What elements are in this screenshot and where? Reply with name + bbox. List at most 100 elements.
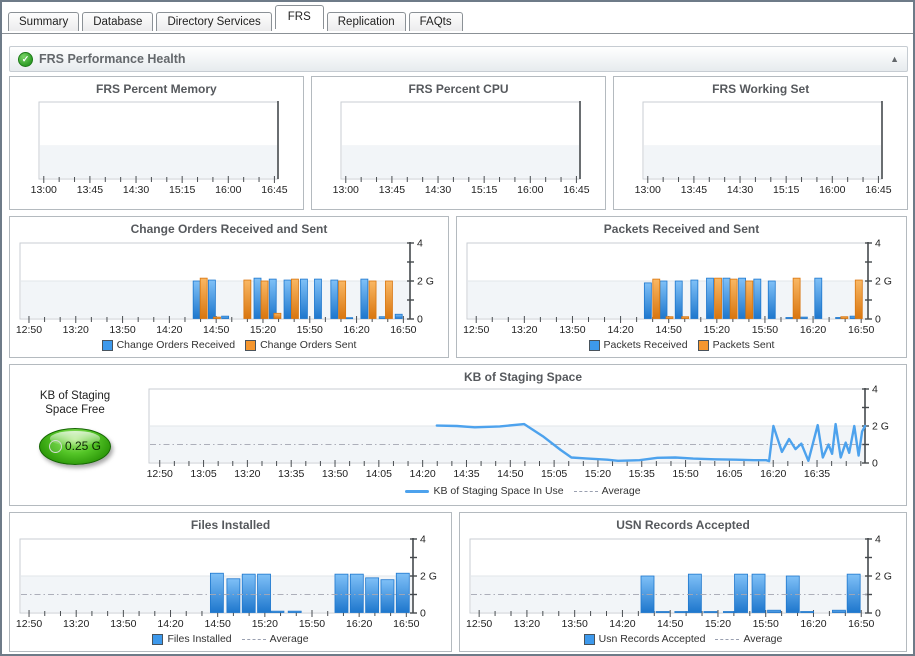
chart-packets[interactable]: 12:50 13:20 13:50 14:20 14:50 15:20 15:50 16:20…: [461, 237, 902, 337]
svg-text:16:20: 16:20: [760, 468, 786, 480]
panel-staging-space: KB of Staging Space Free 0.25 G KB of St…: [9, 364, 907, 506]
svg-text:15:20: 15:20: [585, 468, 611, 480]
chart-frs-working-set[interactable]: 13:00 13:45 14:30 15:15 16:00 16:45: [617, 97, 904, 203]
legend-swatch-box-icon: [245, 339, 257, 351]
legend-label: Usn Records Accepted: [598, 633, 706, 645]
svg-text:16:35: 16:35: [804, 468, 830, 480]
svg-text:13:50: 13:50: [559, 324, 585, 336]
svg-text:14:30: 14:30: [123, 184, 149, 196]
svg-text:16:20: 16:20: [343, 324, 369, 336]
svg-text:14:20: 14:20: [607, 324, 633, 336]
chart-title: KB of Staging Space: [463, 370, 582, 384]
legend-label: Change Orders Sent: [260, 339, 357, 351]
svg-text:15:15: 15:15: [773, 184, 799, 196]
svg-text:4: 4: [872, 384, 878, 396]
svg-text:12:50: 12:50: [16, 324, 42, 336]
svg-text:15:20: 15:20: [705, 618, 731, 630]
legend-swatch-box-icon: [583, 633, 595, 645]
tab-bar: Summary Database Directory Services FRS Repl…: [2, 2, 913, 34]
svg-text:16:20: 16:20: [800, 618, 826, 630]
svg-text:0: 0: [872, 458, 878, 470]
legend-label: Average: [601, 485, 641, 497]
legend-swatch-dashdot-icon: [241, 638, 266, 640]
tab-faqts[interactable]: FAQts: [408, 12, 463, 31]
row-staging-space: KB of Staging Space Free 0.25 G KB of St…: [9, 364, 908, 506]
svg-text:14:50: 14:50: [657, 618, 683, 630]
svg-text:0: 0: [875, 608, 881, 620]
svg-text:13:20: 13:20: [234, 468, 260, 480]
tab-replication[interactable]: Replication: [326, 12, 406, 31]
panel-files-installed: Files Installed 12:50 13:20 13:50 14:20 14:5…: [9, 512, 452, 652]
svg-text:16:00: 16:00: [819, 184, 845, 196]
svg-text:15:35: 15:35: [629, 468, 655, 480]
svg-text:13:50: 13:50: [109, 324, 135, 336]
legend-packets: Packets Received Packets Sent: [457, 337, 906, 353]
tab-frs[interactable]: FRS: [274, 5, 324, 29]
svg-text:16:05: 16:05: [716, 468, 742, 480]
chart-title: Packets Received and Sent: [603, 222, 760, 236]
svg-text:14:05: 14:05: [366, 468, 392, 480]
svg-text:14:50: 14:50: [205, 618, 231, 630]
svg-text:14:20: 14:20: [609, 618, 635, 630]
row-files-usn: Files Installed 12:50 13:20 13:50 14:20 14:5…: [9, 512, 908, 652]
svg-text:14:20: 14:20: [157, 618, 183, 630]
chart-files-installed[interactable]: 12:50 13:20 13:50 14:20 14:50 15:20 15:50 16:20…: [14, 533, 447, 631]
svg-text:13:50: 13:50: [562, 618, 588, 630]
tab-directory-services[interactable]: Directory Services: [156, 12, 272, 31]
frs-health-section-header[interactable]: ✓ FRS Performance Health ▲: [9, 46, 908, 72]
chart-frs-percent-memory[interactable]: 13:00 13:45 14:30 15:15 16:00 16:45: [13, 97, 300, 203]
svg-text:14:50: 14:50: [656, 324, 682, 336]
svg-text:16:50: 16:50: [848, 324, 874, 336]
gauge-led-icon: [48, 439, 62, 453]
gauge-label-line1: KB of Staging: [39, 390, 111, 402]
chart-usn-records[interactable]: 12:50 13:20 13:50 14:20 14:50 15:20 15:50 16:20…: [464, 533, 902, 631]
legend-item: Files Installed: [152, 633, 232, 645]
panel-usn-records: USN Records Accepted 12:50 13:20 13:50 14:2…: [459, 512, 907, 652]
chart-title: FRS Percent Memory: [95, 82, 217, 96]
svg-text:0: 0: [420, 608, 426, 620]
svg-text:13:50: 13:50: [110, 618, 136, 630]
chart-title: Files Installed: [190, 518, 271, 532]
svg-text:14:20: 14:20: [410, 468, 436, 480]
legend-staging-space: KB of Staging Space In Use Average: [140, 483, 906, 499]
svg-text:16:45: 16:45: [261, 184, 287, 196]
svg-text:16:50: 16:50: [390, 324, 416, 336]
staging-space-free-gauge[interactable]: 0.25 G: [39, 427, 111, 465]
legend-usn-records: Usn Records Accepted Average: [460, 631, 906, 647]
chart-staging-space[interactable]: 12:50 13:05 13:20 13:35 13:50 14:05 14:20 14:35…: [145, 384, 901, 483]
gauge-value: 0.25 G: [64, 439, 102, 454]
svg-text:13:20: 13:20: [63, 324, 89, 336]
legend-label: Average: [269, 633, 309, 645]
svg-text:15:20: 15:20: [704, 324, 730, 336]
legend-item: Average: [241, 633, 309, 645]
svg-text:16:50: 16:50: [848, 618, 874, 630]
svg-text:2 G: 2 G: [875, 571, 892, 583]
panel-packets: Packets Received and Sent 12:50 13:20 13:5…: [456, 216, 907, 358]
svg-text:16:20: 16:20: [346, 618, 372, 630]
svg-text:14:50: 14:50: [497, 468, 523, 480]
legend-swatch-box-icon: [152, 633, 164, 645]
svg-text:16:00: 16:00: [215, 184, 241, 196]
legend-label: Average: [743, 633, 783, 645]
panel-frs-percent-memory: FRS Percent Memory 13:00 13:45 14:30 15:15 1…: [9, 76, 304, 210]
svg-text:13:50: 13:50: [322, 468, 348, 480]
legend-item: Packets Received: [588, 339, 688, 351]
legend-change-orders: Change Orders Received Change Orders Sent: [10, 337, 448, 353]
svg-text:14:35: 14:35: [453, 468, 479, 480]
svg-text:0: 0: [417, 314, 423, 326]
tab-summary[interactable]: Summary: [8, 12, 80, 31]
legend-swatch-dashdot-icon: [573, 490, 598, 492]
collapse-icon[interactable]: ▲: [890, 53, 899, 64]
svg-text:15:50: 15:50: [752, 324, 778, 336]
legend-label: Files Installed: [167, 633, 232, 645]
svg-text:15:50: 15:50: [672, 468, 698, 480]
tab-database[interactable]: Database: [82, 12, 154, 31]
svg-text:4: 4: [420, 534, 426, 546]
svg-text:16:50: 16:50: [393, 618, 419, 630]
panel-change-orders: Change Orders Received and Sent 12:50 13:…: [9, 216, 449, 358]
legend-item: Packets Sent: [697, 339, 774, 351]
chart-change-orders[interactable]: 12:50 13:20 13:50 14:20 14:50 15:20 15:50 16:20…: [14, 237, 444, 337]
panel-frs-percent-cpu: FRS Percent CPU 13:00 13:45 14:30 15:15 16:0…: [310, 76, 607, 210]
chart-frs-percent-cpu[interactable]: 13:00 13:45 14:30 15:15 16:00 16:45: [315, 97, 602, 203]
